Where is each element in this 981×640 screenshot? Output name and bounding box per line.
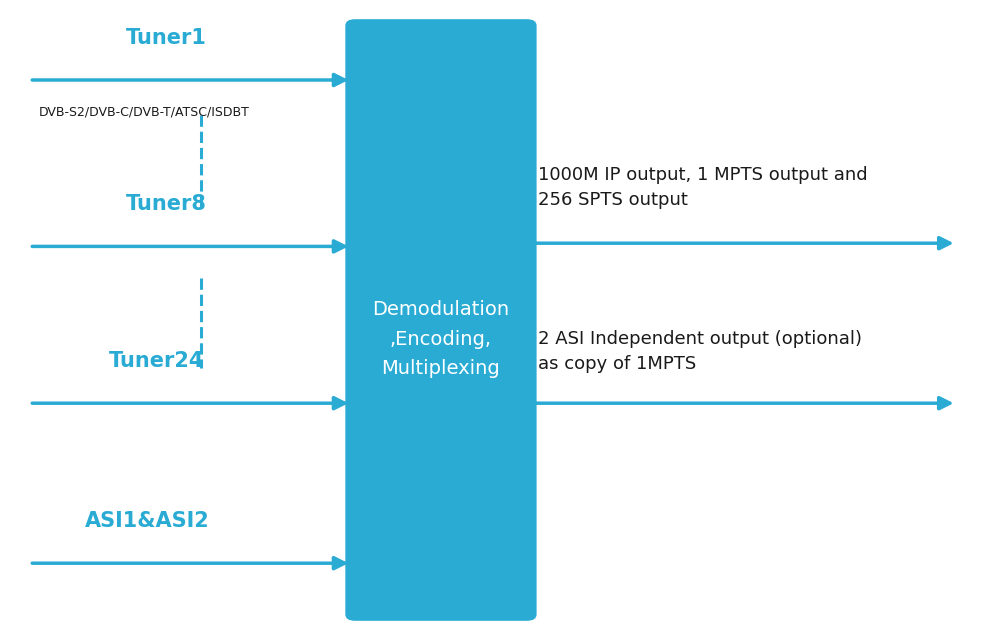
- FancyBboxPatch shape: [345, 19, 537, 621]
- Text: Tuner8: Tuner8: [127, 195, 207, 214]
- Text: Demodulation
,Encoding,
Multiplexing: Demodulation ,Encoding, Multiplexing: [373, 300, 509, 378]
- Text: 1000M IP output, 1 MPTS output and
256 SPTS output: 1000M IP output, 1 MPTS output and 256 S…: [538, 166, 867, 209]
- Text: Tuner24: Tuner24: [109, 351, 205, 371]
- Text: Tuner1: Tuner1: [127, 28, 207, 48]
- Text: 2 ASI Independent output (optional)
as copy of 1MPTS: 2 ASI Independent output (optional) as c…: [538, 330, 861, 372]
- Text: DVB-S2/DVB-C/DVB-T/ATSC/ISDBT: DVB-S2/DVB-C/DVB-T/ATSC/ISDBT: [39, 106, 250, 118]
- Text: ASI1&ASI2: ASI1&ASI2: [84, 511, 210, 531]
